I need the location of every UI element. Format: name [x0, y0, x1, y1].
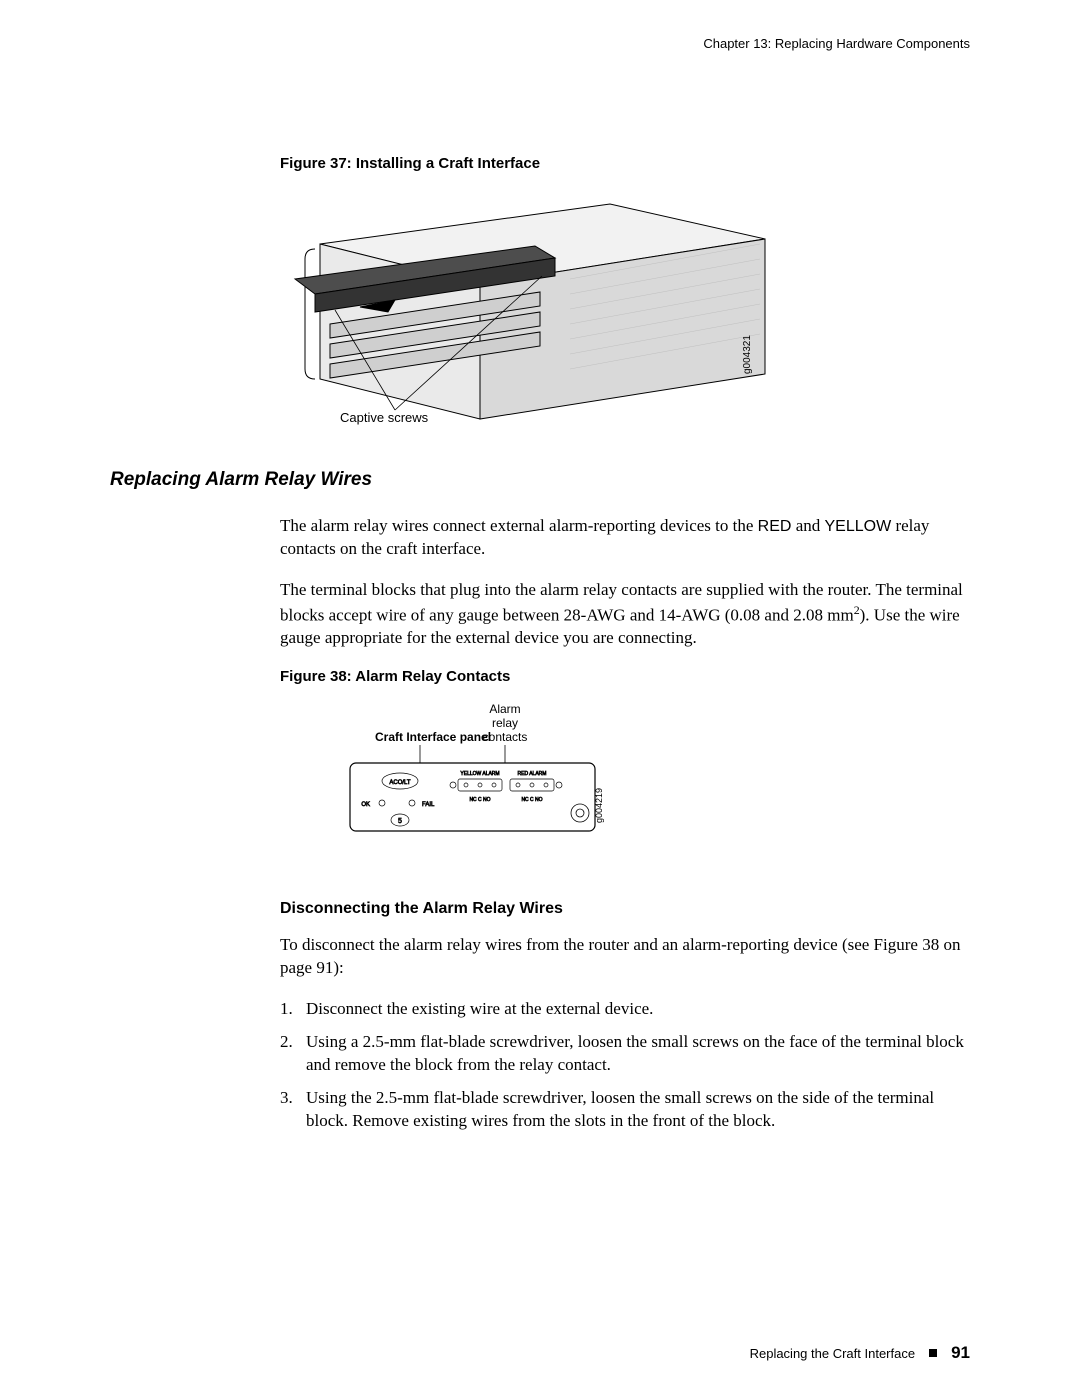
running-head: Chapter 13: Replacing Hardware Component… — [703, 36, 970, 51]
steps-list: 1.Disconnect the existing wire at the ex… — [280, 998, 970, 1133]
fig38-id: g004219 — [594, 788, 604, 823]
paragraph-1: The alarm relay wires connect external a… — [280, 515, 970, 561]
paragraph-2: The terminal blocks that plug into the a… — [280, 579, 970, 650]
section-body: The alarm relay wires connect external a… — [280, 515, 970, 1133]
fig38-relay-l1: Alarm — [489, 702, 520, 716]
step-1-text: Disconnect the existing wire at the exte… — [306, 998, 970, 1021]
section-heading-replacing-alarm-relay-wires: Replacing Alarm Relay Wires — [110, 469, 970, 491]
fig38-fail: FAIL — [422, 802, 435, 808]
figure-38-svg: Alarm relay contacts Craft Interface pan… — [280, 695, 640, 865]
p1-b: and — [791, 516, 824, 535]
figure-37-callout-text: Captive screws — [340, 410, 429, 425]
fig38-five: 5 — [398, 818, 402, 825]
step-3-num: 3. — [280, 1087, 306, 1133]
fig38-ok: OK — [361, 802, 370, 808]
subsection-heading-disconnecting: Disconnecting the Alarm Relay Wires — [280, 900, 970, 918]
p1-red: RED — [758, 518, 792, 535]
fig38-panel-label: Craft Interface panel — [375, 730, 491, 744]
figure-37-graphic: Captive screws g004321 — [280, 184, 970, 439]
p1-yellow: YELLOW — [825, 518, 892, 535]
footer-page-number: 91 — [951, 1343, 970, 1363]
figure-37-svg: Captive screws g004321 — [280, 184, 800, 434]
figure-37-block: Figure 37: Installing a Craft Interface — [280, 155, 970, 439]
fig38-yellow: YELLOW ALARM — [460, 771, 499, 777]
page-footer: Replacing the Craft Interface 91 — [750, 1343, 970, 1363]
fig38-red: RED ALARM — [518, 771, 547, 777]
main-content: Figure 37: Installing a Craft Interface — [110, 155, 970, 1143]
p1-a: The alarm relay wires connect external a… — [280, 516, 758, 535]
fig38-ace: ACO/LT — [389, 780, 411, 786]
step-3-text: Using the 2.5-mm flat-blade screwdriver,… — [306, 1087, 970, 1133]
step-2: 2.Using a 2.5-mm flat-blade screwdriver,… — [280, 1031, 970, 1077]
step-3: 3.Using the 2.5-mm flat-blade screwdrive… — [280, 1087, 970, 1133]
fig38-ncno-r: NC C NO — [521, 797, 542, 803]
footer-square-icon — [929, 1349, 937, 1357]
figure-37-caption: Figure 37: Installing a Craft Interface — [280, 155, 970, 172]
figure-38-graphic: Alarm relay contacts Craft Interface pan… — [280, 695, 970, 870]
step-2-text: Using a 2.5-mm flat-blade screwdriver, l… — [306, 1031, 970, 1077]
step-1: 1.Disconnect the existing wire at the ex… — [280, 998, 970, 1021]
figure-37-id: g004321 — [742, 335, 753, 374]
subsection-intro: To disconnect the alarm relay wires from… — [280, 934, 970, 980]
step-1-num: 1. — [280, 998, 306, 1021]
fig38-relay-l2: relay — [492, 716, 518, 730]
page: Chapter 13: Replacing Hardware Component… — [0, 0, 1080, 1397]
step-2-num: 2. — [280, 1031, 306, 1077]
footer-section-title: Replacing the Craft Interface — [750, 1346, 915, 1361]
figure-38-caption: Figure 38: Alarm Relay Contacts — [280, 668, 970, 685]
fig38-ncno-l: NC C NO — [469, 797, 490, 803]
